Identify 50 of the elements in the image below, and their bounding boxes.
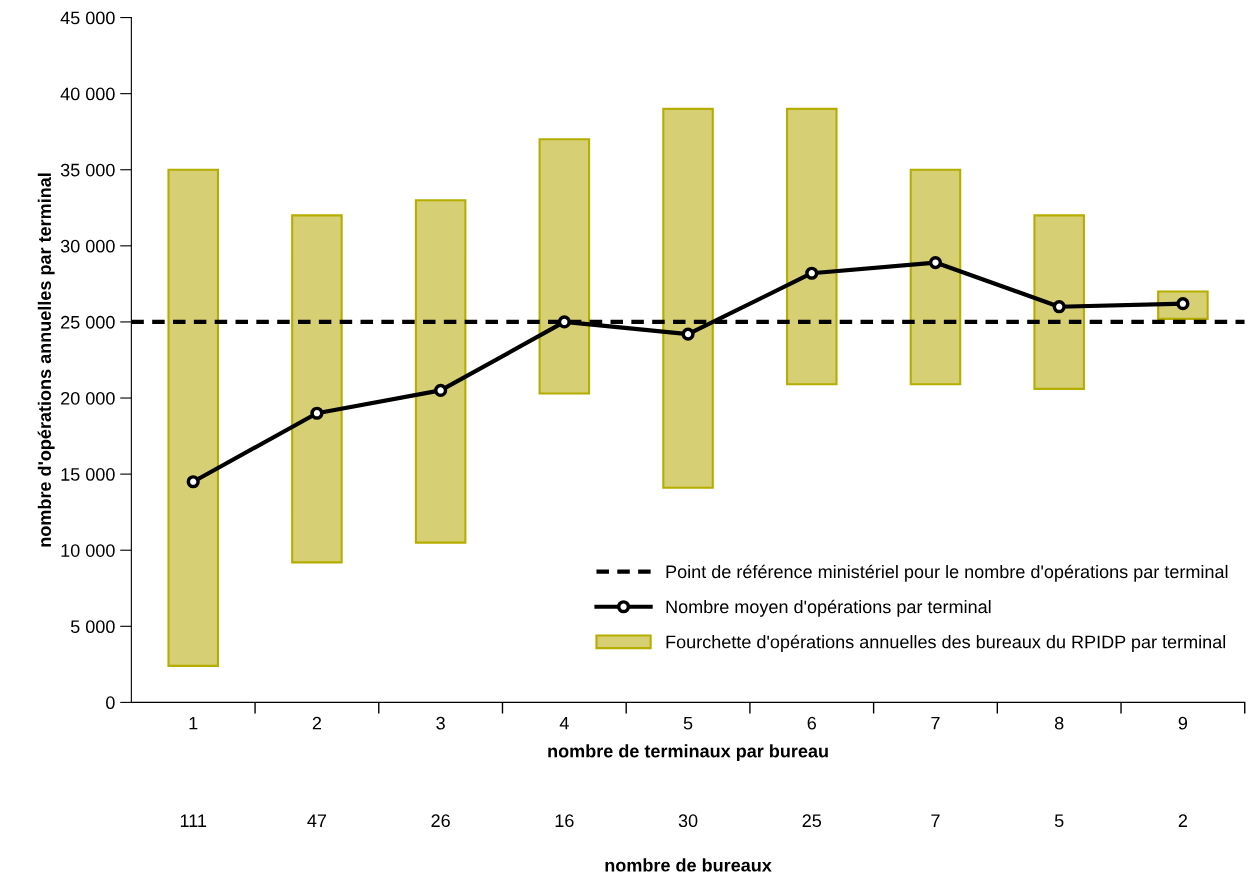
y-tick-label: 45 000 — [60, 11, 115, 25]
point — [310, 406, 324, 420]
x-tick-label: 8 — [1054, 716, 1064, 730]
legend-label: Point de référence ministériel pour le nombre d'opérations par terminal — [666, 564, 1228, 582]
bar — [538, 138, 591, 395]
text: 25 — [802, 814, 822, 828]
text: 30 — [678, 814, 698, 828]
bar — [414, 199, 467, 544]
text: 5 — [1054, 814, 1064, 828]
y-tick-label: 5 000 — [70, 620, 115, 634]
bar — [1033, 214, 1085, 390]
point — [928, 255, 943, 270]
y-tick-label: 20 000 — [61, 391, 115, 405]
x-axis-title: nombre de terminaux par bureau — [548, 744, 828, 762]
bar — [662, 107, 714, 489]
x-tick-label: 3 — [436, 716, 445, 730]
y-tick-label: 40 000 — [60, 87, 115, 101]
x-tick-label: 7 — [931, 716, 940, 730]
y-tick-label: 30 000 — [60, 239, 115, 253]
bar — [291, 214, 343, 564]
text: 7 — [931, 814, 940, 827]
text: nombre de bureaux — [605, 858, 772, 872]
bar — [909, 168, 962, 386]
text: 2 — [1178, 814, 1187, 827]
point — [681, 327, 695, 341]
y-tick-label: 15 000 — [61, 468, 115, 481]
x-tick-label: 1 — [189, 716, 198, 730]
text: 47 — [307, 814, 327, 827]
text: 111 — [180, 814, 207, 827]
point — [557, 315, 571, 329]
x-tick-label: 4 — [559, 716, 569, 730]
text: 16 — [555, 814, 574, 828]
point — [805, 266, 819, 280]
point — [434, 383, 448, 398]
x-tick-label: 2 — [312, 716, 322, 730]
text: 26 — [431, 814, 450, 828]
y-tick-label: 25 000 — [61, 315, 115, 329]
bar — [167, 168, 219, 667]
y-axis-title: nombre d'opérations annuelles par terminal — [37, 173, 55, 547]
x-tick-label: 9 — [1178, 716, 1188, 730]
point — [186, 475, 200, 489]
point — [1052, 300, 1066, 314]
y-tick-label: 10 000 — [61, 544, 115, 557]
x-tick-label: 5 — [683, 716, 693, 730]
legend-label: Fourchette d'opérations annuelles des bureaux du RPIDP par terminal — [666, 634, 1226, 652]
legend-label: Nombre moyen d'opérations par terminal — [666, 599, 991, 617]
y-tick-label: 35 000 — [60, 163, 115, 177]
y-tick-label: 0 — [106, 696, 115, 710]
x-tick-label: 6 — [807, 716, 816, 730]
bar — [785, 107, 838, 386]
